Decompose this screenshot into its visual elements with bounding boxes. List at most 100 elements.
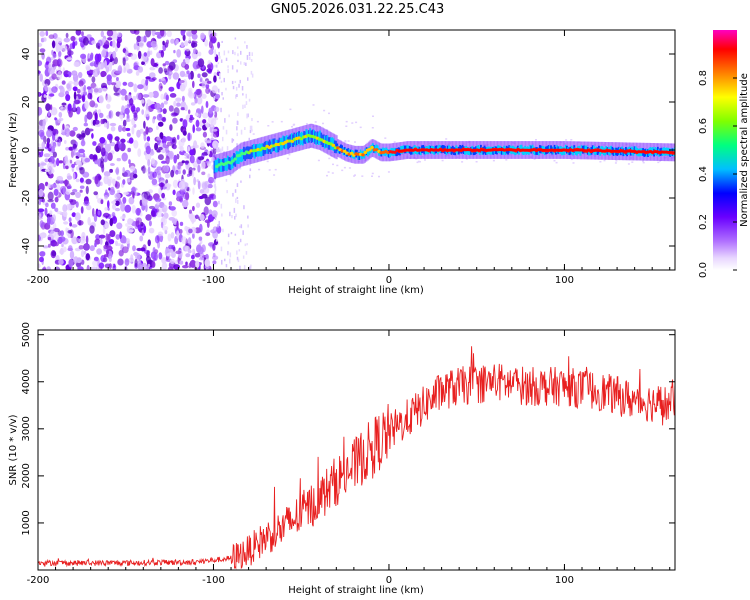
faint-speckle [225, 57, 228, 61]
noise-speckle [162, 225, 169, 231]
noise-speckle [214, 106, 220, 113]
faint-speckle [221, 213, 223, 217]
noise-speckle [160, 50, 165, 58]
noise-speckle [170, 251, 176, 258]
noise-speckle [94, 112, 98, 121]
noise-speckle [115, 168, 119, 175]
noise-speckle [182, 265, 189, 269]
noise-speckle [72, 172, 76, 180]
noise-speckle [92, 208, 95, 217]
noise-speckle [202, 112, 209, 119]
faint-speckle [239, 79, 241, 84]
noise-speckle [107, 207, 110, 211]
noise-speckle [180, 42, 185, 48]
noise-speckle [83, 243, 90, 251]
noise-speckle [109, 58, 113, 63]
faint-speckle [246, 113, 248, 119]
noise-speckle [213, 195, 217, 200]
noise-speckle [74, 212, 81, 222]
faint-speckle [237, 200, 239, 204]
ridge-band [575, 147, 578, 156]
faint-speckle [236, 143, 238, 147]
haze-speckle [570, 158, 573, 161]
noise-speckle [38, 162, 41, 167]
faint-speckle [214, 190, 216, 195]
noise-speckle [177, 164, 181, 170]
noise-speckle [182, 34, 186, 41]
noise-speckle [210, 229, 217, 234]
faint-speckle [246, 55, 249, 60]
noise-speckle [182, 119, 188, 129]
noise-speckle [189, 155, 195, 164]
noise-speckle [145, 152, 152, 161]
noise-speckle [58, 236, 66, 243]
noise-speckle [166, 39, 169, 45]
noise-speckle [158, 182, 165, 187]
ridge-band [588, 147, 590, 156]
noise-speckle [180, 107, 186, 111]
colorbar-axes: 0.0 0.2 0.4 0.6 0.8 [698, 70, 737, 278]
noise-speckle [172, 189, 176, 196]
noise-speckle [91, 133, 94, 139]
haze-speckle [351, 122, 354, 124]
noise-speckle [189, 114, 193, 118]
noise-speckle [72, 143, 78, 149]
x-tick-label: -100 [202, 275, 225, 286]
noise-speckle [145, 76, 151, 80]
noise-speckle [200, 161, 206, 170]
noise-speckle [97, 142, 104, 149]
noise-speckle [149, 66, 156, 71]
noise-speckle [185, 253, 191, 258]
noise-speckle [43, 153, 51, 158]
noise-speckle [164, 173, 171, 179]
faint-speckle [236, 69, 238, 73]
noise-speckle [201, 93, 207, 99]
noise-speckle [71, 224, 78, 228]
noise-speckle [116, 176, 121, 181]
noise-speckle [111, 212, 116, 217]
noise-speckle [114, 207, 121, 212]
noise-speckle [84, 100, 89, 110]
noise-speckle [186, 70, 190, 75]
noise-speckle [99, 238, 103, 245]
noise-speckle [89, 225, 95, 234]
noise-speckle [126, 132, 131, 137]
ridge-band [241, 148, 244, 162]
noise-speckle [69, 250, 75, 260]
noise-speckle [76, 237, 80, 244]
faint-speckle [244, 41, 246, 44]
noise-speckle [152, 90, 159, 99]
noise-speckle [193, 176, 197, 186]
noise-speckle [133, 43, 137, 50]
haze-speckle [424, 159, 426, 161]
noise-speckle [200, 32, 205, 40]
noise-speckle [145, 103, 149, 111]
ridge-band [610, 145, 612, 154]
noise-speckle [61, 44, 68, 52]
noise-speckle [51, 40, 56, 49]
haze-speckle [372, 115, 374, 117]
noise-speckle [101, 87, 108, 92]
haze-speckle [271, 121, 274, 123]
noise-speckle [50, 202, 56, 209]
noise-speckle [106, 120, 110, 130]
noise-speckle [140, 99, 145, 104]
noise-speckle [69, 222, 72, 227]
noise-speckle [148, 91, 154, 98]
noise-speckle [43, 94, 47, 98]
noise-speckle [116, 243, 122, 247]
faint-speckle [222, 126, 225, 130]
faint-speckle [218, 51, 220, 56]
faint-speckle [237, 46, 239, 49]
faint-speckle [220, 59, 223, 63]
faint-speckle [237, 241, 240, 245]
noise-speckle [124, 169, 131, 178]
noise-speckle [102, 226, 106, 235]
faint-speckle [230, 232, 233, 235]
noise-speckle [165, 146, 169, 154]
noise-speckle [194, 214, 199, 219]
noise-speckle [50, 107, 58, 116]
noise-speckle [76, 106, 81, 115]
noise-speckle [106, 103, 111, 110]
haze-speckle [475, 161, 478, 163]
